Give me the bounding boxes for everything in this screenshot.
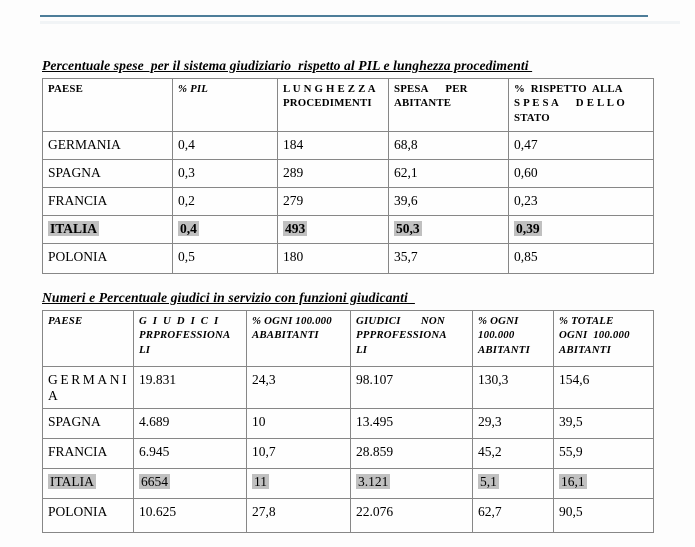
rule-shadow (40, 21, 680, 24)
header-giudici-non-professionali: GIUDICI NON PPPROFESSIONA LI (350, 310, 473, 367)
value-cell: 27,8 (246, 498, 351, 533)
country-cell: ITALIA (42, 468, 134, 499)
value-cell: 62,1 (388, 159, 509, 188)
country-cell: GERMANI A (42, 366, 134, 409)
header-totale-ogni-100000: % TOTALE OGNI 100.000 ABITANTI (553, 310, 654, 367)
table-row-spagna: SPAGNA 4.689 10 13.495 29,3 39,5 (42, 408, 654, 439)
value-cell: 10 (246, 408, 351, 439)
value-cell: 19.831 (133, 366, 247, 409)
country-cell: POLONIA (42, 243, 173, 274)
country-cell: POLONIA (42, 498, 134, 533)
value-cell: 11 (246, 468, 351, 499)
table-row-francia: FRANCIA 0,2 279 39,6 0,23 (42, 187, 654, 216)
table-header-row: PAESE G I U D I C I PRPROFESSIONA LI % O… (42, 310, 654, 367)
table-row-polonia: POLONIA 10.625 27,8 22.076 62,7 90,5 (42, 498, 654, 533)
header-paese: PAESE (42, 78, 173, 132)
value-cell: 5,1 (472, 468, 554, 499)
table-row-germania: GERMANI A 19.831 24,3 98.107 130,3 154,6 (42, 366, 654, 409)
value-cell: 0,39 (508, 215, 654, 244)
value-cell: 98.107 (350, 366, 473, 409)
top-rule (40, 15, 648, 17)
value-cell: 180 (277, 243, 389, 274)
value-cell: 39,6 (388, 187, 509, 216)
value-cell: 29,3 (472, 408, 554, 439)
value-cell: 130,3 (472, 366, 554, 409)
value-cell: 0,2 (172, 187, 278, 216)
value-cell: 0,60 (508, 159, 654, 188)
header-giudici-professionali: G I U D I C I PRPROFESSIONA LI (133, 310, 247, 367)
value-cell: 289 (277, 159, 389, 188)
value-cell: 0,4 (172, 131, 278, 160)
table-row-spagna: SPAGNA 0,3 289 62,1 0,60 (42, 159, 654, 188)
value-cell: 279 (277, 187, 389, 216)
table-row-francia: FRANCIA 6.945 10,7 28.859 45,2 55,9 (42, 438, 654, 469)
country-cell: SPAGNA (42, 408, 134, 439)
table-spese-pil: PAESE % PIL L U N G H E Z Z A PROCEDIMEN… (42, 78, 654, 274)
value-cell: 0,5 (172, 243, 278, 274)
value-cell: 55,9 (553, 438, 654, 469)
value-cell: 4.689 (133, 408, 247, 439)
value-cell: 16,1 (553, 468, 654, 499)
value-cell: 6.945 (133, 438, 247, 469)
header-ogni-100000-abitanti: % OGNI 100.000 ABABITANTI (246, 310, 351, 367)
value-cell: 68,8 (388, 131, 509, 160)
value-cell: 39,5 (553, 408, 654, 439)
value-cell: 6654 (133, 468, 247, 499)
value-cell: 50,3 (388, 215, 509, 244)
value-cell: 35,7 (388, 243, 509, 274)
header-lunghezza-procedimenti: L U N G H E Z Z A PROCEDIMENTI (277, 78, 389, 132)
header-spesa-per-abitante: SPESA PER ABITANTE (388, 78, 509, 132)
header-pil: % PIL (172, 78, 278, 132)
table-row-italia-highlighted: ITALIA 6654 11 3.121 5,1 16,1 (42, 468, 654, 499)
section-title-giudici: Numeri e Percentuale giudici in servizio… (42, 290, 415, 305)
value-cell: 493 (277, 215, 389, 244)
value-cell: 154,6 (553, 366, 654, 409)
value-cell: 10,7 (246, 438, 351, 469)
table-row-polonia: POLONIA 0,5 180 35,7 0,85 (42, 243, 654, 274)
table-header-row: PAESE % PIL L U N G H E Z Z A PROCEDIMEN… (42, 78, 654, 132)
value-cell: 0,85 (508, 243, 654, 274)
value-cell: 10.625 (133, 498, 247, 533)
value-cell: 90,5 (553, 498, 654, 533)
value-cell: 0,47 (508, 131, 654, 160)
country-cell: SPAGNA (42, 159, 173, 188)
value-cell: 3.121 (350, 468, 473, 499)
value-cell: 62,7 (472, 498, 554, 533)
table-row-italia-highlighted: ITALIA 0,4 493 50,3 0,39 (42, 215, 654, 244)
header-rispetto-spesa-stato: % RISPETTO ALLA S P E S A D E L L O STAT… (508, 78, 654, 132)
section-title-spese: Percentuale spese per il sistema giudizi… (42, 58, 533, 73)
value-cell: 184 (277, 131, 389, 160)
country-cell: ITALIA (42, 215, 173, 244)
value-cell: 13.495 (350, 408, 473, 439)
header-ogni-100000-abitanti-non: % OGNI 100.000 ABITANTI (472, 310, 554, 367)
value-cell: 0,23 (508, 187, 654, 216)
value-cell: 28.859 (350, 438, 473, 469)
value-cell: 24,3 (246, 366, 351, 409)
country-cell: FRANCIA (42, 438, 134, 469)
country-cell: FRANCIA (42, 187, 173, 216)
country-cell: GERMANIA (42, 131, 173, 160)
value-cell: 0,3 (172, 159, 278, 188)
value-cell: 45,2 (472, 438, 554, 469)
value-cell: 22.076 (350, 498, 473, 533)
table-row-germania: GERMANIA 0,4 184 68,8 0,47 (42, 131, 654, 160)
table-giudici-servizio: PAESE G I U D I C I PRPROFESSIONA LI % O… (42, 310, 654, 533)
value-cell: 0,4 (172, 215, 278, 244)
header-paese: PAESE (42, 310, 134, 367)
